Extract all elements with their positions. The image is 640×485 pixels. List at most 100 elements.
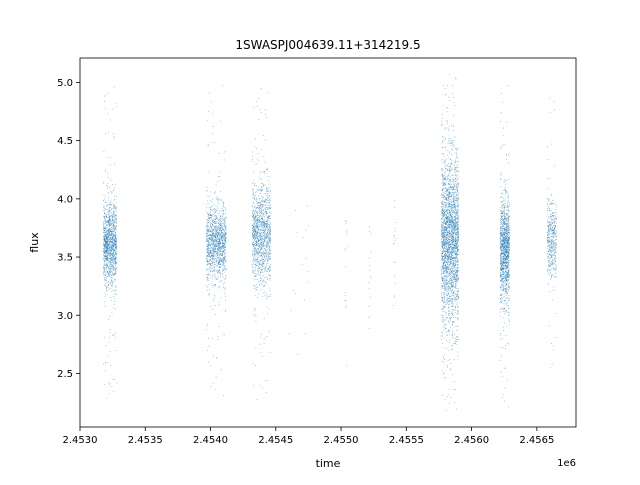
data-point [113, 252, 114, 254]
data-point [252, 254, 254, 256]
data-point [223, 238, 225, 239]
data-point [222, 216, 224, 217]
data-point [109, 264, 111, 266]
data-point [256, 235, 258, 237]
data-point [115, 215, 117, 217]
data-point [224, 216, 226, 218]
data-point [103, 244, 105, 246]
data-point [444, 257, 446, 259]
data-point [111, 219, 113, 221]
data-point [263, 203, 265, 205]
data-point [210, 234, 212, 236]
data-point [213, 208, 215, 210]
data-point [115, 234, 117, 236]
data-point [214, 295, 216, 297]
data-point [252, 210, 254, 212]
data-point [206, 256, 208, 258]
data-point [217, 248, 219, 249]
data-point [215, 234, 217, 236]
data-point [212, 257, 214, 259]
data-point [107, 381, 109, 383]
data-point [256, 207, 258, 209]
data-point [258, 210, 260, 211]
data-point [266, 265, 267, 267]
data-point [256, 253, 258, 255]
data-point [447, 222, 449, 223]
data-point [455, 221, 457, 222]
data-point [269, 208, 270, 210]
data-point [266, 246, 267, 248]
data-point [103, 246, 105, 248]
data-point [452, 196, 454, 198]
data-point [393, 243, 395, 245]
data-point [225, 241, 227, 242]
data-point [257, 236, 259, 238]
data-point [455, 217, 457, 219]
data-point [253, 198, 255, 200]
data-point [456, 298, 458, 300]
data-point [220, 232, 222, 234]
data-point [455, 283, 457, 285]
data-point [456, 219, 458, 221]
data-point [446, 121, 448, 122]
data-point [224, 268, 226, 270]
data-point [114, 188, 116, 189]
data-point [213, 269, 214, 271]
data-point [454, 213, 455, 215]
data-point [105, 370, 106, 372]
data-point [106, 398, 108, 399]
data-point [116, 207, 117, 209]
data-point [112, 378, 114, 380]
data-point [217, 210, 219, 212]
data-point [213, 255, 215, 257]
data-point [252, 263, 253, 265]
data-point [457, 278, 459, 280]
data-point [214, 248, 216, 250]
data-point [458, 229, 459, 230]
data-point [114, 229, 116, 230]
data-point [112, 244, 114, 246]
data-point [453, 252, 454, 254]
data-point [111, 191, 113, 193]
data-point [455, 336, 457, 337]
data-point [105, 228, 107, 230]
data-point [212, 243, 213, 245]
data-point [208, 230, 210, 231]
data-point [261, 201, 263, 203]
data-point [108, 256, 110, 258]
data-point [113, 235, 115, 237]
data-point [103, 231, 105, 233]
data-point [265, 198, 266, 200]
data-point [269, 239, 271, 241]
data-point [207, 247, 209, 249]
data-point [260, 229, 262, 231]
data-point [107, 245, 108, 247]
data-points [103, 74, 557, 411]
data-point [210, 264, 212, 266]
data-point [263, 252, 265, 254]
data-point [254, 266, 256, 268]
data-point [212, 230, 214, 232]
data-point [206, 233, 208, 234]
data-point [265, 233, 267, 235]
data-point [220, 230, 221, 231]
data-point [262, 200, 264, 202]
data-point [447, 275, 449, 277]
data-point [256, 240, 258, 242]
data-point [113, 303, 115, 305]
data-point [267, 189, 269, 191]
data-point [449, 247, 450, 249]
data-point [210, 101, 212, 103]
data-point [113, 253, 114, 255]
data-point [106, 265, 108, 267]
data-point [210, 263, 211, 264]
data-point [446, 312, 448, 314]
data-point [111, 243, 113, 245]
data-point [266, 306, 268, 308]
data-point [106, 242, 108, 244]
data-point [224, 247, 225, 249]
data-point [105, 258, 107, 260]
data-point [257, 252, 259, 254]
data-point [454, 306, 456, 308]
data-point [219, 260, 221, 261]
